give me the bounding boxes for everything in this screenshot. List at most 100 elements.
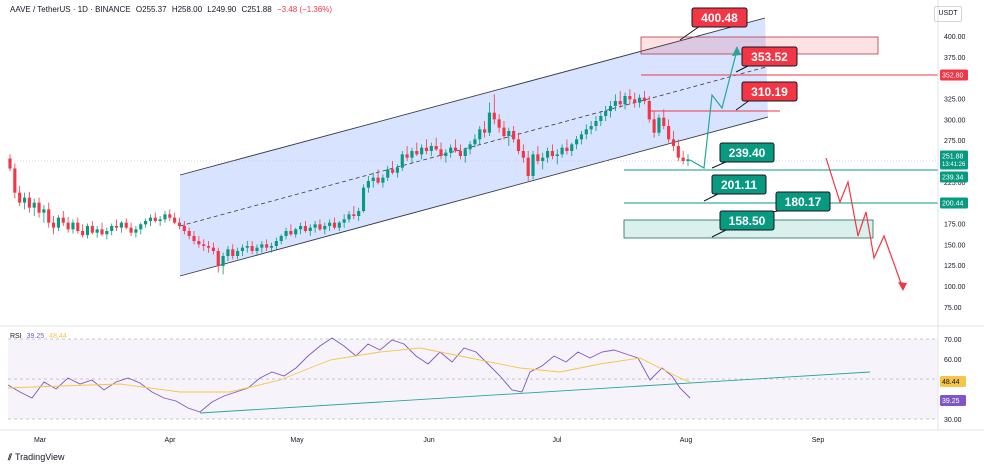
- candle-body: [473, 139, 477, 145]
- rsi-ma-tag-value: 48.44: [942, 379, 960, 386]
- candle-body: [66, 222, 70, 230]
- time-label: Aug: [680, 437, 693, 444]
- candle-body: [381, 177, 385, 183]
- candle-body: [497, 119, 501, 128]
- candle-down: [153, 212, 157, 223]
- candle-down: [61, 211, 65, 226]
- candle-down: [18, 186, 22, 206]
- price-tag-bg: [940, 69, 968, 81]
- candle-body: [357, 211, 361, 216]
- ohlc-close: C251.88: [241, 5, 272, 14]
- candle-body: [424, 147, 429, 151]
- price-tag-value: 352.80: [942, 73, 964, 80]
- candle-body: [594, 121, 598, 126]
- candle-down: [453, 139, 458, 153]
- candle-body: [308, 227, 312, 231]
- candle-up: [56, 215, 61, 231]
- candle-body: [110, 226, 114, 231]
- candle-up: [686, 154, 690, 166]
- candle-body: [119, 222, 123, 228]
- price-callout: 310.19: [735, 81, 798, 111]
- candle-down: [439, 142, 443, 160]
- candle-down: [671, 131, 676, 151]
- axes: 400.00375.00350.00325.00300.00275.00250.…: [0, 0, 984, 444]
- candle-up: [148, 214, 153, 226]
- candle-body: [148, 217, 153, 221]
- price-tag-bg: [940, 171, 968, 183]
- candle-up: [555, 149, 559, 165]
- candle-body: [444, 152, 448, 156]
- candle-body: [570, 144, 574, 151]
- candle-body: [52, 222, 56, 228]
- candle-body: [584, 129, 588, 135]
- candle-up: [400, 151, 404, 171]
- candle-up: [613, 94, 617, 111]
- price-tick-label: 275.00: [944, 138, 966, 145]
- candle-up: [347, 211, 351, 223]
- candle-body: [139, 224, 143, 230]
- candle-down: [100, 222, 104, 236]
- candle-up: [95, 226, 99, 238]
- candle-up: [608, 101, 613, 118]
- candle-up: [579, 131, 584, 145]
- candle-down: [76, 217, 80, 234]
- price-tick-label: 325.00: [944, 97, 966, 104]
- candle-body: [289, 231, 293, 235]
- candle-up: [357, 207, 361, 221]
- candle-body: [468, 144, 472, 150]
- candle-down: [352, 206, 356, 220]
- candle-body: [250, 246, 254, 251]
- candle-body: [114, 226, 119, 228]
- candle-down: [124, 218, 128, 230]
- candle-body: [633, 99, 637, 103]
- time-label: Sep: [812, 437, 825, 444]
- tradingview-logo[interactable]: ⫽ TradingView: [8, 452, 65, 463]
- rsi-label[interactable]: RSI: [10, 333, 22, 340]
- callout-box: [741, 46, 798, 67]
- candle-body: [366, 181, 370, 188]
- candle-up: [110, 223, 114, 236]
- price-tag-value: 251.88: [942, 154, 964, 161]
- candle-body: [197, 241, 201, 245]
- candle-up: [575, 136, 579, 150]
- candle-up: [342, 214, 346, 228]
- candle-down: [376, 169, 380, 185]
- bearish-projection-path: [825, 157, 903, 287]
- candle-body: [463, 149, 467, 156]
- candle-up: [371, 172, 375, 188]
- rsi-tag-value: 39.25: [942, 398, 960, 405]
- rsi-tick-label: 60.00: [944, 357, 962, 364]
- candle-down: [129, 222, 133, 236]
- currency-button[interactable]: USDT: [934, 6, 962, 22]
- candle-up: [468, 141, 472, 155]
- candle-body: [347, 214, 351, 220]
- candle-body: [652, 119, 656, 133]
- candle-up: [105, 227, 109, 240]
- rsi-tag: 39.25: [940, 395, 966, 406]
- candle-up: [395, 164, 400, 178]
- candle-body: [560, 147, 564, 155]
- candle-down: [667, 119, 671, 143]
- candle-body: [158, 219, 162, 221]
- candle-down: [662, 109, 666, 130]
- candle-up: [386, 166, 390, 181]
- candle-body: [342, 219, 346, 223]
- candle-body: [294, 229, 298, 235]
- candle-body: [405, 154, 409, 158]
- price-tick-label: 300.00: [944, 117, 966, 124]
- price-channel: [179, 17, 769, 277]
- candle-body: [323, 226, 327, 230]
- tv-logo-icon: ⫽: [8, 452, 13, 462]
- candle-body: [483, 129, 487, 133]
- candle-down: [37, 197, 41, 218]
- candle-body: [453, 147, 458, 151]
- rsi-trendline: [199, 371, 871, 414]
- candle-down: [168, 209, 172, 221]
- price-tick-label: 125.00: [944, 263, 966, 270]
- symbol-name[interactable]: AAVE / TetherUS · 1D · BINANCE: [10, 5, 131, 14]
- candle-up: [279, 234, 283, 245]
- candle-body: [27, 197, 31, 208]
- ohlc-low: L249.90: [207, 5, 237, 14]
- candle-up: [260, 241, 264, 253]
